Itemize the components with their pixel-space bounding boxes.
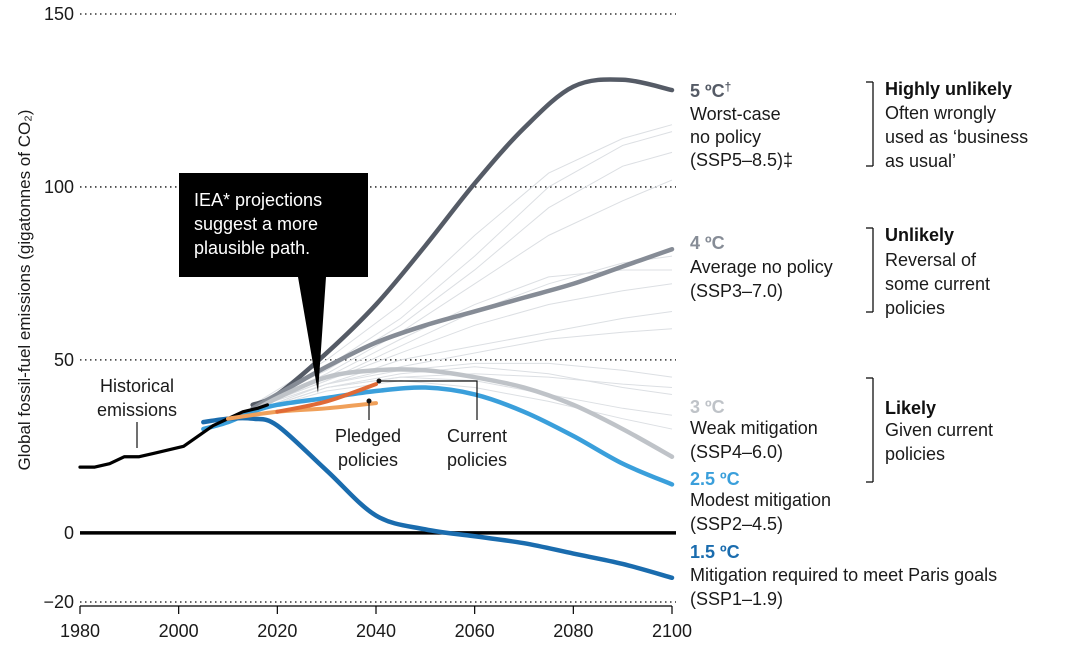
series-line-historical (78, 403, 270, 469)
ssp370-line-1: Average no policy (690, 257, 833, 277)
x-tick-label: 2020 (257, 621, 297, 641)
highly-unlikely-line-1: Often wrongly (885, 103, 996, 123)
unlikely-line-3: policies (885, 298, 945, 318)
axis-ticks: 150 100 50 0 −20 1980 2000 2020 2040 2060 2080 2100 (43, 4, 692, 641)
ssp585-line-1: Worst-case (690, 104, 781, 124)
ssp585-temp: 5 ºC† (690, 80, 731, 101)
ssp370-temp: 4 ºC (690, 233, 725, 253)
ssp245-line-2: (SSP2–4.5) (690, 514, 783, 534)
x-tick-label: 2100 (652, 621, 692, 641)
unlikely-line-1: Reversal of (885, 250, 977, 270)
scenario-label-ssp585: 5 ºC† Worst-case no policy (SSP5–8.5)‡ (690, 80, 793, 170)
background-line (252, 151, 673, 406)
ssp370-line-2: (SSP3–7.0) (690, 281, 783, 301)
highly-unlikely-line-2: used as ‘business (885, 127, 1028, 147)
pledged-label-line-2: policies (338, 450, 398, 470)
background-line (252, 124, 673, 406)
highly-unlikely-line-3: as usual’ (885, 151, 956, 171)
current-label-line-2: policies (447, 450, 507, 470)
highly-unlikely-title: Highly unlikely (885, 79, 1012, 99)
iea-callout-line-1: IEA* projections (194, 190, 322, 210)
series-line-ssp460 (250, 367, 675, 459)
series-line-ssp119 (201, 415, 675, 581)
ssp245-line-1: Modest mitigation (690, 490, 831, 510)
pledged-policies-label: Pledged policies (335, 398, 401, 470)
x-tick-label: 2000 (159, 621, 199, 641)
y-tick-label: 150 (44, 4, 74, 24)
ssp119-temp: 1.5 ºC (690, 542, 740, 562)
iea-callout-line-3: plausible path. (194, 238, 310, 258)
y-tick-label: −20 (43, 592, 74, 612)
series-line-current (275, 382, 378, 414)
likelihood-highly-unlikely: Highly unlikely Often wrongly used as ‘b… (866, 79, 1028, 171)
scenario-label-ssp460: 3 ºC Weak mitigation (SSP4–6.0) (690, 397, 818, 462)
x-tick-label: 2040 (356, 621, 396, 641)
ssp585-line-3: (SSP5–8.5)‡ (690, 150, 793, 170)
gridlines (80, 13, 676, 603)
historical-label-line-2: emissions (97, 400, 177, 420)
series-line-ssp585 (250, 77, 675, 408)
y-tick-label: 100 (44, 177, 74, 197)
historical-label-line-1: Historical (100, 376, 174, 396)
ssp585-line-2: no policy (690, 127, 761, 147)
unlikely-title: Unlikely (885, 225, 954, 245)
ssp119-line-2: (SSP1–1.9) (690, 589, 783, 609)
background-line (252, 373, 673, 413)
scenario-label-ssp119: 1.5 ºC Mitigation required to meet Paris… (690, 542, 997, 609)
likely-line-2: policies (885, 444, 945, 464)
x-tick-label: 1980 (60, 621, 100, 641)
iea-callout: IEA* projections suggest a more plausibl… (179, 173, 368, 393)
background-line (252, 283, 673, 409)
current-label-line-1: Current (447, 426, 507, 446)
background-line (252, 179, 673, 409)
series-line-ssp370 (250, 246, 675, 411)
y-tick-label: 50 (54, 350, 74, 370)
likely-title: Likely (885, 398, 936, 418)
likely-line-1: Given current (885, 420, 993, 440)
historical-label: Historical emissions (97, 376, 177, 448)
unlikely-line-2: some current (885, 274, 990, 294)
likelihood-unlikely: Unlikely Reversal of some current polici… (866, 225, 990, 318)
x-tick-label: 2080 (553, 621, 593, 641)
ssp460-line-1: Weak mitigation (690, 418, 818, 438)
ssp460-temp: 3 ºC (690, 397, 725, 417)
scenario-label-ssp370: 4 ºC Average no policy (SSP3–7.0) (690, 233, 833, 301)
ssp460-line-2: (SSP4–6.0) (690, 442, 783, 462)
series-line-pledged (226, 401, 378, 421)
y-axis-label: Global fossil-fuel emissions (gigatonnes… (15, 110, 34, 471)
scenario-label-ssp245: 2.5 ºC Modest mitigation (SSP2–4.5) (690, 469, 831, 534)
ssp119-line-1: Mitigation required to meet Paris goals (690, 565, 997, 585)
likelihood-likely: Likely Given current policies (866, 377, 993, 483)
background-line (252, 380, 673, 430)
iea-callout-line-2: suggest a more (194, 214, 318, 234)
series-line-ssp245 (201, 385, 675, 487)
pledged-label-line-1: Pledged (335, 426, 401, 446)
scenario-lines (78, 77, 675, 581)
current-policies-label: Current policies (376, 378, 507, 470)
ssp245-temp: 2.5 ºC (690, 469, 740, 489)
background-line (252, 362, 673, 413)
y-tick-label: 0 (64, 523, 74, 543)
x-tick-label: 2060 (455, 621, 495, 641)
